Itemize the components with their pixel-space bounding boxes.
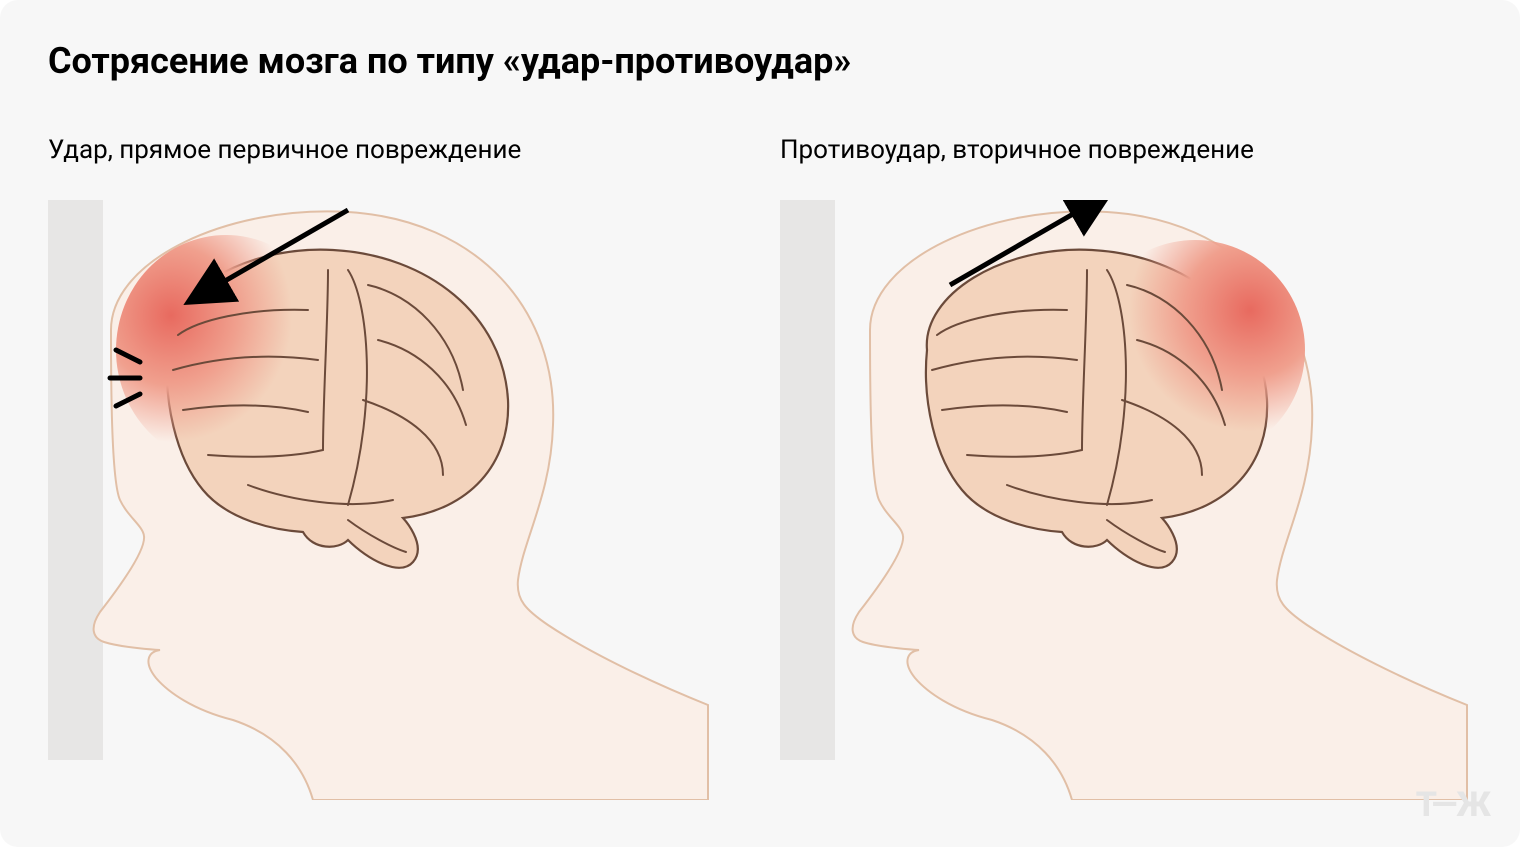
- left-panel-subtitle: Удар, прямое первичное повреждение: [48, 135, 521, 165]
- wall-rect: [780, 200, 835, 760]
- right-panel-illustration: [780, 200, 1470, 800]
- diagram-title: Сотрясение мозга по типу «удар-противоуд…: [48, 40, 851, 82]
- injury-region-front: [116, 235, 336, 465]
- left-panel-illustration: [48, 200, 738, 800]
- watermark-logo: Т—Ж: [1416, 785, 1490, 825]
- diagram-canvas: Сотрясение мозга по типу «удар-противоуд…: [0, 0, 1520, 847]
- right-panel-subtitle: Противоудар, вторичное повреждение: [780, 135, 1254, 165]
- injury-region-back: [1085, 240, 1305, 460]
- wall-rect: [48, 200, 103, 760]
